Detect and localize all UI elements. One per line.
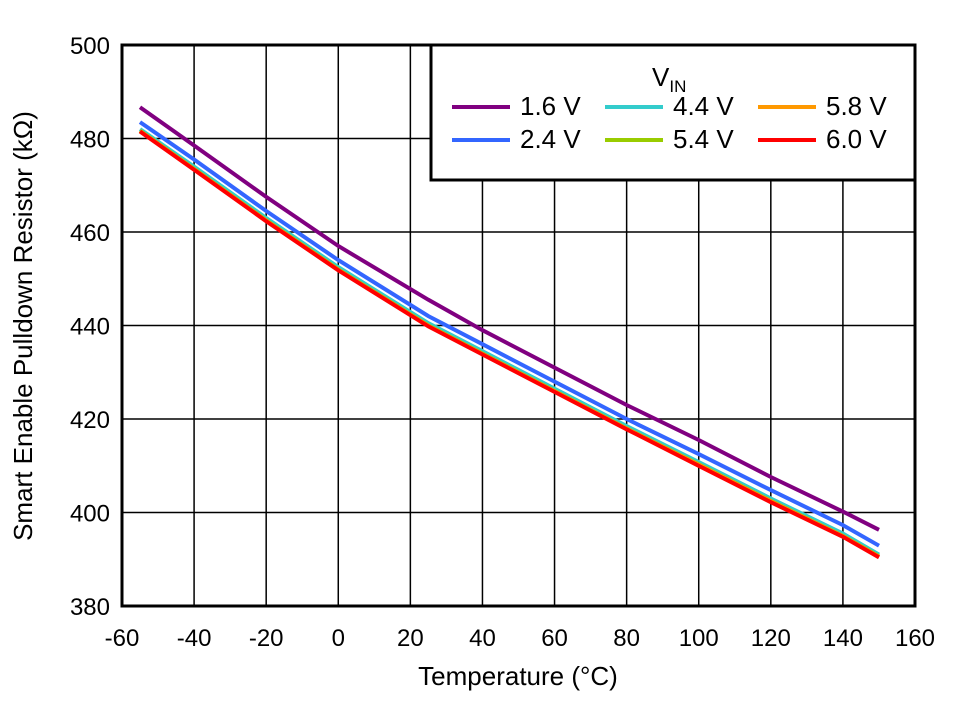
legend-label: 5.8 V <box>826 91 887 121</box>
x-tick-label: 140 <box>823 625 863 652</box>
x-tick-label: 80 <box>613 625 640 652</box>
x-tick-label: 100 <box>679 625 719 652</box>
tick-labels: -60 -40 -20 0 20 40 60 80 100 120 140 160 380 400 420 4… <box>70 33 935 652</box>
legend-label: 6.0 V <box>826 124 887 154</box>
x-axis-label: Temperature (°C) <box>418 661 618 691</box>
legend: VIN 1.6 V2.4 V 4.4 V5.4 V 5.8 V6.0 V <box>429 43 917 182</box>
x-tick-label: 20 <box>397 625 424 652</box>
y-tick-label: 380 <box>70 594 110 621</box>
x-tick-label: 160 <box>895 625 935 652</box>
legend-item: 1.6 V <box>452 91 581 121</box>
legend-item: 2.4 V <box>452 124 581 154</box>
series-lines <box>138 105 881 560</box>
legend-item: 4.4 V <box>605 91 734 121</box>
x-tick-label: -20 <box>249 625 284 652</box>
x-tick-label: 40 <box>469 625 496 652</box>
y-tick-label: 460 <box>70 220 110 247</box>
legend-item: 6.0 V <box>758 124 887 154</box>
x-tick-label: 0 <box>332 625 345 652</box>
legend-label: 1.6 V <box>520 91 581 121</box>
series-line-6-0V <box>138 129 880 560</box>
y-tick-label: 480 <box>70 127 110 154</box>
legend-label: 4.4 V <box>673 91 734 121</box>
y-tick-label: 420 <box>70 407 110 434</box>
legend-label: 5.4 V <box>673 124 734 154</box>
legend-title: VIN <box>652 62 686 96</box>
x-tick-label: -60 <box>105 625 140 652</box>
y-tick-label: 400 <box>70 501 110 528</box>
series-line-2-4V <box>138 120 880 548</box>
y-axis-label: Smart Enable Pulldown Resistor (kΩ) <box>8 111 38 541</box>
y-tick-label: 440 <box>70 314 110 341</box>
x-tick-label: 60 <box>541 625 568 652</box>
legend-box <box>429 43 917 182</box>
x-tick-label: -40 <box>177 625 212 652</box>
legend-item: 5.4 V <box>605 124 734 154</box>
y-tick-label: 500 <box>70 33 110 60</box>
legend-label: 2.4 V <box>520 124 581 154</box>
x-tick-label: 120 <box>751 625 791 652</box>
series-line-1-6V <box>138 105 880 532</box>
legend-item: 5.8 V <box>758 91 887 121</box>
